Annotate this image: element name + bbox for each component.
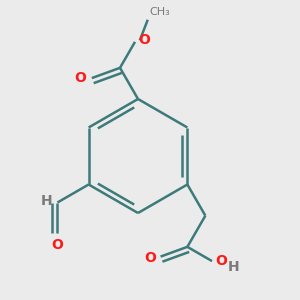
Text: O: O xyxy=(144,251,156,265)
Text: H: H xyxy=(228,260,239,274)
Text: O: O xyxy=(52,238,63,252)
Text: CH₃: CH₃ xyxy=(149,7,170,17)
Text: O: O xyxy=(74,71,86,85)
Text: O: O xyxy=(216,254,227,268)
Text: O: O xyxy=(139,33,151,47)
Text: H: H xyxy=(41,194,53,208)
